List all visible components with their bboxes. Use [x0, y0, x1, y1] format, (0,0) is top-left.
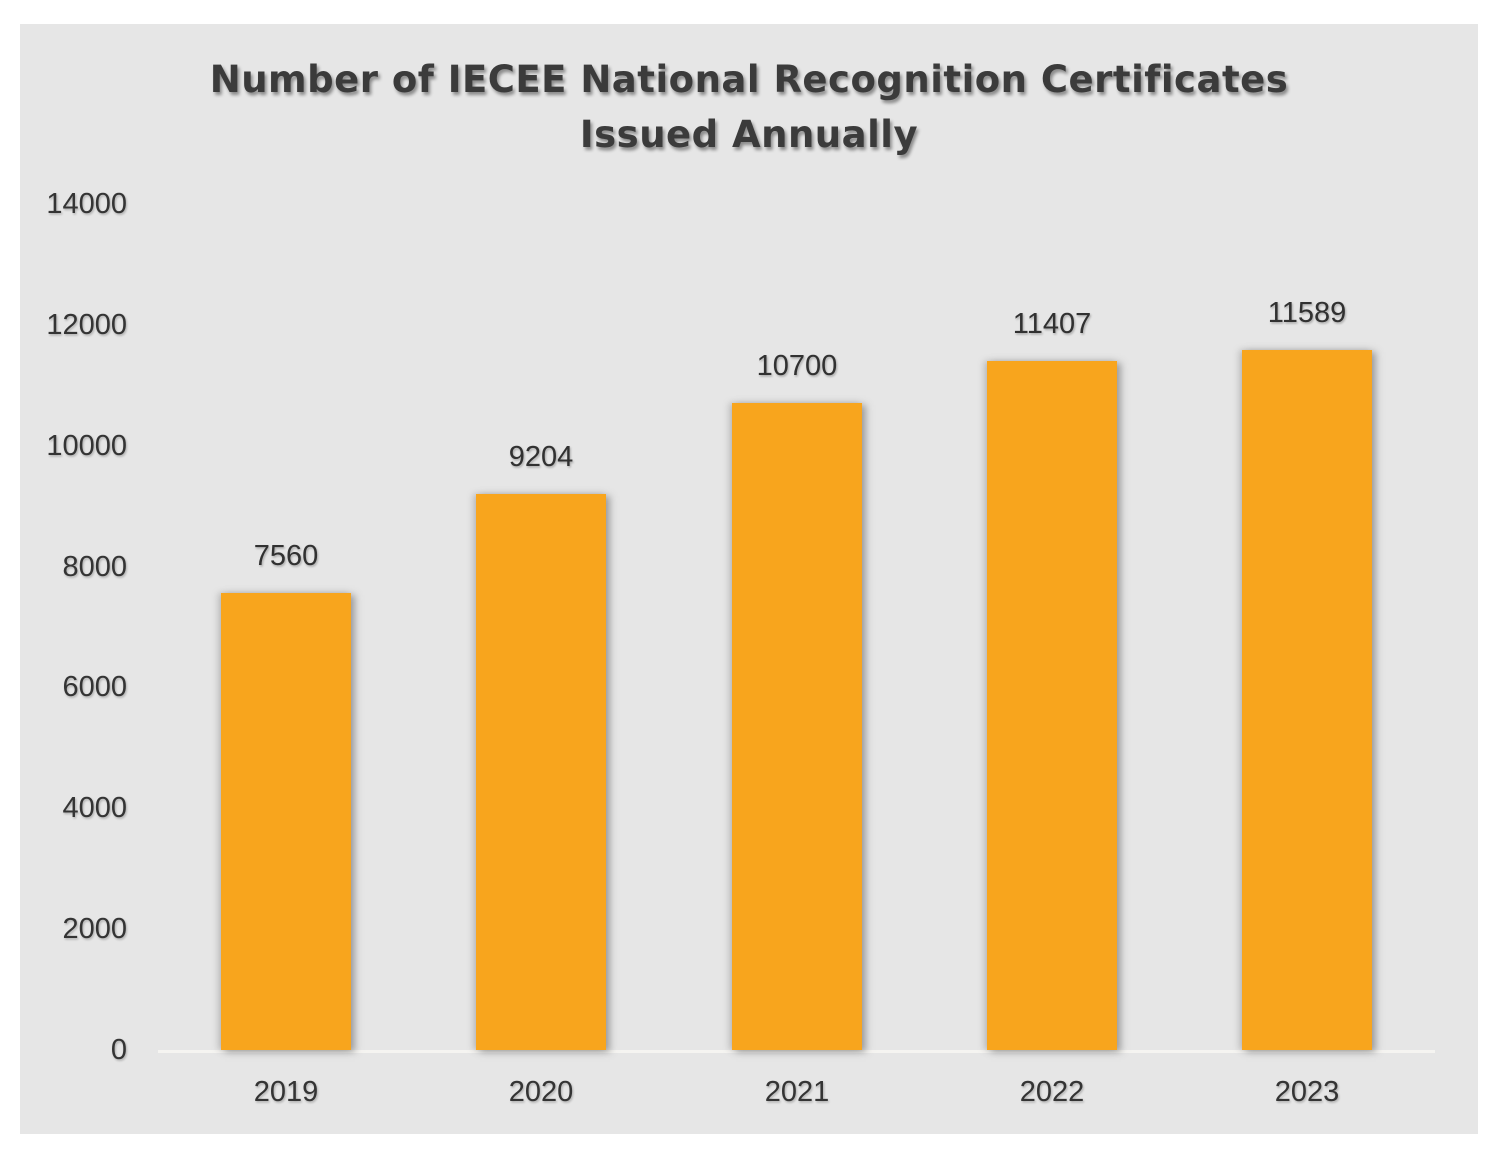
bar-value-label: 9204: [508, 441, 574, 473]
bar-value-label: 10700: [756, 350, 838, 382]
y-tick-label: 10000: [46, 429, 127, 462]
chart-panel: Number of IECEE National Recognition Cer…: [20, 24, 1478, 1134]
bar-value-label: 11407: [1012, 308, 1092, 340]
chart-title-line1: Number of IECEE National Recognition Cer…: [209, 58, 1289, 101]
bar-2019: [221, 593, 351, 1050]
chart-title-line2: Issued Annually: [579, 113, 919, 156]
x-tick-label: 2023: [1274, 1076, 1340, 1108]
y-tick-label: 14000: [46, 188, 127, 220]
bar-value-label: 11589: [1267, 297, 1347, 329]
x-tick-label: 2020: [508, 1076, 574, 1108]
bar-2023: [1242, 350, 1372, 1050]
x-axis-line: [158, 1050, 1435, 1053]
chart-title: Number of IECEE National Recognition Cer…: [20, 52, 1478, 162]
y-tick-label: 2000: [62, 913, 127, 946]
y-tick-label: 0: [110, 1034, 127, 1066]
bar-2020: [476, 494, 606, 1050]
y-tick-label: 8000: [62, 550, 127, 583]
y-tick-label: 6000: [62, 671, 127, 704]
y-tick-label: 12000: [46, 308, 127, 341]
bar-value-label: 7560: [253, 540, 319, 572]
x-tick-label: 2021: [764, 1076, 830, 1108]
y-tick-label: 4000: [62, 792, 127, 825]
bar-2021: [732, 403, 862, 1050]
bar-2022: [987, 361, 1117, 1050]
x-tick-label: 2019: [253, 1076, 319, 1108]
x-tick-label: 2022: [1019, 1076, 1085, 1108]
